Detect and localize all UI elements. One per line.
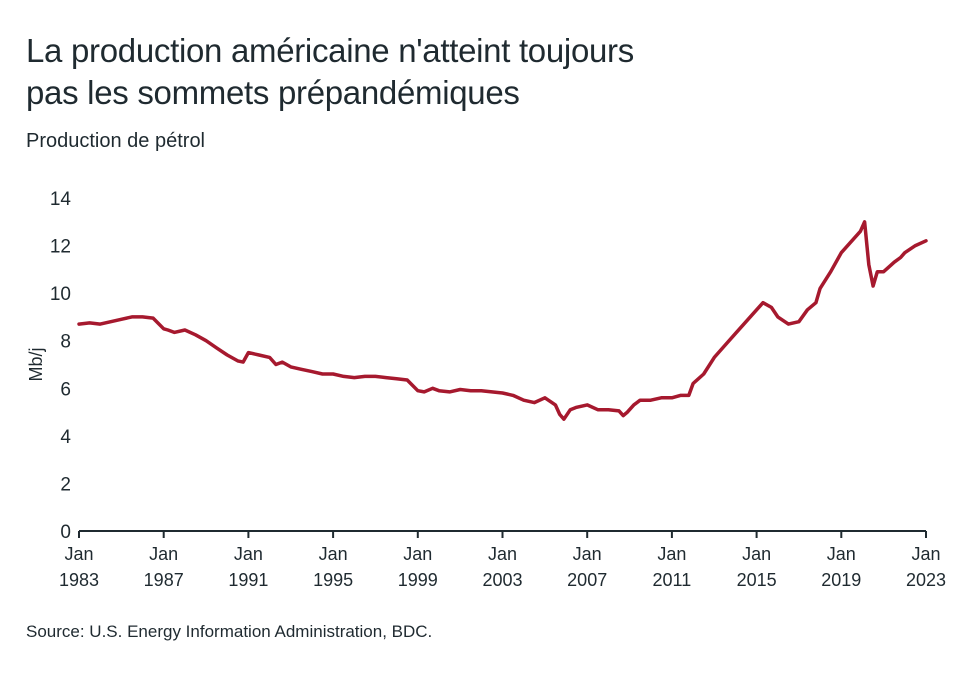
x-tick-label-month: Jan — [573, 544, 602, 564]
x-tick-label-month: Jan — [234, 544, 263, 564]
x-tick-label-year: 1999 — [398, 570, 438, 590]
x-tick-label-month: Jan — [911, 544, 940, 564]
x-tick-label-month: Jan — [827, 544, 856, 564]
x-tick-label-year: 2003 — [482, 570, 522, 590]
x-tick-label-year: 2015 — [737, 570, 777, 590]
series-layer — [77, 220, 928, 421]
x-tick-label-year: 2011 — [653, 570, 692, 590]
series-line — [77, 220, 928, 421]
x-tick-label-month: Jan — [64, 544, 93, 564]
source-note: Source: U.S. Energy Information Administ… — [26, 622, 433, 641]
x-tick-label-year: 1983 — [59, 570, 99, 590]
x-tick-label-year: 1995 — [313, 570, 353, 590]
chart-title-line2: pas les sommets prépandémiques — [26, 74, 520, 111]
x-tick-label-year: 2007 — [567, 570, 607, 590]
x-tick-label-month: Jan — [319, 544, 348, 564]
y-tick-label: 4 — [60, 427, 71, 448]
x-tick-label-year: 2019 — [821, 570, 861, 590]
x-tick-label-month: Jan — [149, 544, 178, 564]
y-tick-label: 0 — [60, 522, 71, 543]
y-axis: 0 2 4 6 8 10 12 14 Mb/j — [26, 189, 71, 543]
x-tick-label-year: 1991 — [228, 570, 268, 590]
x-tick-label-month: Jan — [403, 544, 432, 564]
y-tick-label: 12 — [50, 237, 71, 258]
chart-title: La production américaine n'atteint toujo… — [26, 30, 926, 114]
y-tick-label: 10 — [50, 284, 71, 305]
chart-subtitle: Production de pétrol — [26, 130, 206, 152]
x-tick-label-year: 2023 — [906, 570, 946, 590]
x-axis: Jan 1983 Jan 1987 Jan 1991 Jan 1995 Jan 1999 Jan 20… — [59, 530, 946, 590]
y-tick-label: 8 — [60, 332, 71, 353]
chart-title-line1: La production américaine n'atteint toujo… — [26, 32, 634, 69]
y-tick-label: 6 — [60, 379, 71, 400]
x-tick-label-month: Jan — [742, 544, 771, 564]
x-tick-label-month: Jan — [657, 544, 686, 564]
y-tick-label: 2 — [60, 474, 71, 495]
x-tick-label-month: Jan — [488, 544, 517, 564]
y-axis-label: Mb/j — [26, 347, 46, 381]
y-tick-label: 14 — [50, 189, 72, 210]
x-tick-label-year: 1987 — [144, 570, 184, 590]
